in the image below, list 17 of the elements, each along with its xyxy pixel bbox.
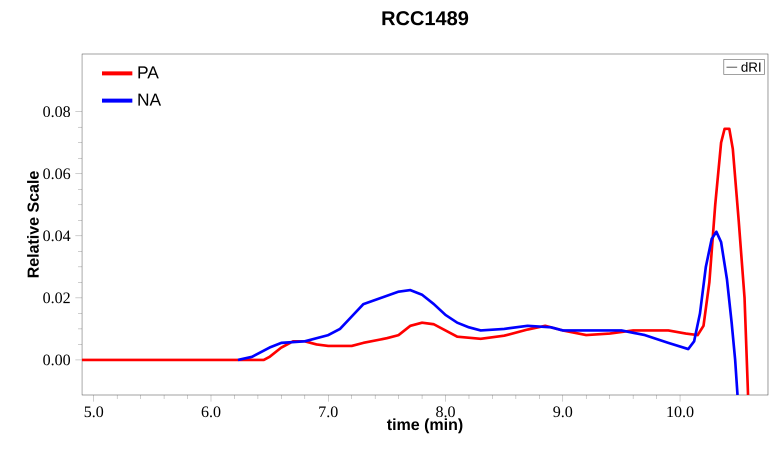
- y-tick-label: 0.00: [43, 354, 70, 366]
- legend-label: NA: [138, 94, 162, 106]
- x-tick-label: 9.0: [553, 406, 572, 418]
- x-tick-label: 6.0: [202, 406, 220, 418]
- x-tick-label: 10.0: [667, 406, 694, 418]
- x-axis-title: time (min): [386, 418, 462, 434]
- chart-title: RCC1489: [382, 11, 468, 26]
- y-tick-label: 0.08: [43, 106, 70, 118]
- x-tick-label: 7.0: [319, 406, 338, 418]
- x-tick-label: 8.0: [436, 406, 455, 418]
- annotation: dRI: [741, 62, 760, 72]
- y-tick-label: 0.06: [43, 168, 70, 180]
- y-tick-label: 0.04: [43, 230, 70, 242]
- legend-label: PA: [138, 66, 159, 78]
- x-tick-label: 5.0: [84, 406, 104, 418]
- y-tick-label: 0.02: [43, 292, 70, 304]
- y-axis-title: Relative Scale: [27, 171, 39, 278]
